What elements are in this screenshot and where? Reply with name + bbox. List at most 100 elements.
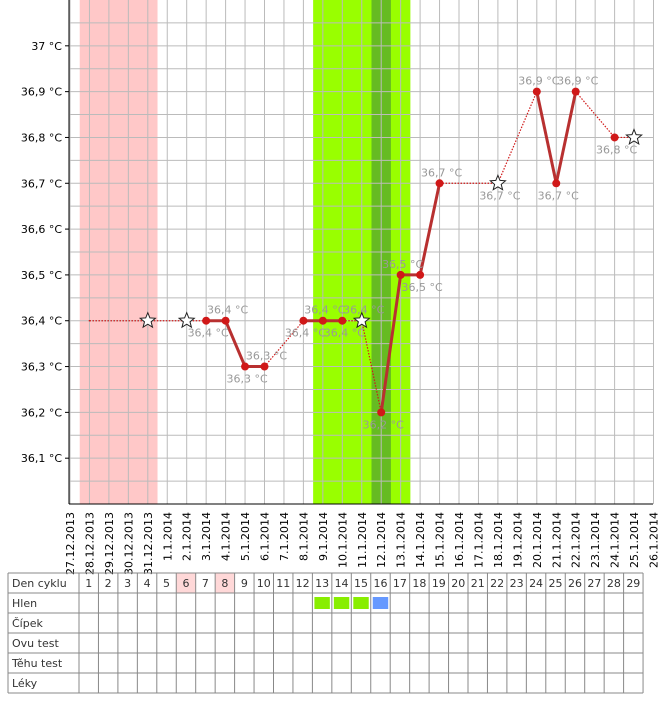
value-label: 36,9 °C xyxy=(557,75,598,88)
x-tick-label: 5.1.2014 xyxy=(239,512,252,561)
day-number: 12 xyxy=(296,577,310,590)
y-tick-label: 36,8 °C xyxy=(21,131,62,144)
cell-mark xyxy=(314,597,329,609)
dot-marker xyxy=(299,317,307,325)
x-tick-label: 15.1.2014 xyxy=(434,512,447,568)
day-number: 21 xyxy=(471,577,485,590)
x-tick-label: 18.1.2014 xyxy=(492,512,505,568)
x-tick-label: 19.1.2014 xyxy=(511,512,524,568)
day-number: 28 xyxy=(607,577,621,590)
day-number: 2 xyxy=(105,577,112,590)
value-label: 36,4 °C xyxy=(304,304,345,317)
day-number: 17 xyxy=(393,577,407,590)
y-tick-label: 37 °C xyxy=(31,40,62,53)
x-tick-label: 1.1.2014 xyxy=(161,512,174,561)
value-label: 36,4 °C xyxy=(188,327,229,340)
value-label: 36,8 °C xyxy=(596,143,637,156)
x-tick-label: 20.1.2014 xyxy=(531,512,544,568)
x-tick-label: 21.1.2014 xyxy=(550,512,563,568)
y-tick-label: 36,3 °C xyxy=(21,361,62,374)
value-label: 36,7 °C xyxy=(421,166,462,179)
day-number: 6 xyxy=(182,577,189,590)
day-number: 24 xyxy=(529,577,543,590)
dot-marker xyxy=(611,133,619,141)
row-label: Den cyklu xyxy=(12,577,67,590)
dot-marker xyxy=(241,363,249,371)
value-label: 36,2 °C xyxy=(363,418,404,431)
x-tick-label: 2.1.2014 xyxy=(181,512,194,561)
y-tick-label: 36,7 °C xyxy=(21,177,62,190)
day-number: 10 xyxy=(257,577,271,590)
x-tick-label: 9.1.2014 xyxy=(317,512,330,561)
value-label: 36,7 °C xyxy=(538,189,579,202)
x-tick-label: 25.1.2014 xyxy=(628,512,641,568)
point xyxy=(89,320,91,322)
day-number: 5 xyxy=(163,577,170,590)
x-tick-label: 30.12.2013 xyxy=(122,512,135,575)
day-number: 1 xyxy=(85,577,92,590)
dot-marker xyxy=(572,88,580,96)
value-label: 36,9 °C xyxy=(518,75,559,88)
x-tick-label: 16.1.2014 xyxy=(453,512,466,568)
x-tick-label: 12.1.2014 xyxy=(375,512,388,568)
y-tick-label: 36,6 °C xyxy=(21,223,62,236)
value-label: 36,4 °C xyxy=(343,304,384,317)
x-tick-label: 28.12.2013 xyxy=(83,512,96,575)
day-number: 11 xyxy=(276,577,290,590)
day-number: 20 xyxy=(451,577,465,590)
day-number: 25 xyxy=(549,577,563,590)
dot-marker xyxy=(397,271,405,279)
value-label: 36,4 °C xyxy=(207,304,248,317)
day-number: 18 xyxy=(412,577,426,590)
x-tick-label: 23.1.2014 xyxy=(589,512,602,568)
day-number: 23 xyxy=(510,577,524,590)
x-tick-label: 3.1.2014 xyxy=(200,512,213,561)
y-tick-label: 36,5 °C xyxy=(21,269,62,282)
day-number: 3 xyxy=(124,577,131,590)
row-label: Hlen xyxy=(12,597,37,610)
x-tick-label: 14.1.2014 xyxy=(414,512,427,568)
x-tick-label: 6.1.2014 xyxy=(259,512,272,561)
cell-mark xyxy=(353,597,368,609)
day-number: 14 xyxy=(335,577,349,590)
dot-marker xyxy=(533,88,541,96)
day-number: 19 xyxy=(432,577,446,590)
x-tick-label: 13.1.2014 xyxy=(395,512,408,568)
day-number: 13 xyxy=(315,577,329,590)
x-tick-label: 7.1.2014 xyxy=(278,512,291,561)
day-number: 29 xyxy=(626,577,640,590)
x-tick-label: 4.1.2014 xyxy=(220,512,233,561)
x-tick-label: 31.12.2013 xyxy=(142,512,155,575)
value-label: 36,4 °C xyxy=(285,327,326,340)
value-label: 36,7 °C xyxy=(479,189,520,202)
y-tick-label: 36,1 °C xyxy=(21,452,62,465)
day-number: 27 xyxy=(587,577,601,590)
cell-mark xyxy=(373,597,388,609)
row-label: Ovu test xyxy=(12,637,59,650)
y-tick-label: 36,2 °C xyxy=(21,406,62,419)
day-number: 16 xyxy=(373,577,387,590)
x-tick-label: 29.12.2013 xyxy=(103,512,116,575)
row-label: Čípek xyxy=(12,617,43,630)
y-tick-label: 36,9 °C xyxy=(21,86,62,99)
day-number: 8 xyxy=(221,577,228,590)
x-tick-label: 10.1.2014 xyxy=(336,512,349,568)
dot-marker xyxy=(222,317,230,325)
dot-marker xyxy=(377,408,385,416)
x-tick-label: 27.12.2013 xyxy=(64,512,77,575)
x-tick-label: 11.1.2014 xyxy=(356,512,369,568)
cell-mark xyxy=(334,597,349,609)
dot-marker xyxy=(416,271,424,279)
value-label: 36,3 °C xyxy=(226,373,267,386)
value-label: 36,5 °C xyxy=(382,258,423,271)
dot-marker xyxy=(319,317,327,325)
dot-marker xyxy=(338,317,346,325)
value-label: 36,5 °C xyxy=(402,281,443,294)
dot-marker xyxy=(552,179,560,187)
value-label: 36,3 °C xyxy=(246,350,287,363)
x-tick-label: 26.1.2014 xyxy=(648,512,660,568)
row-label: Těhu test xyxy=(11,657,63,670)
day-number: 9 xyxy=(241,577,248,590)
row-label: Léky xyxy=(12,677,38,690)
